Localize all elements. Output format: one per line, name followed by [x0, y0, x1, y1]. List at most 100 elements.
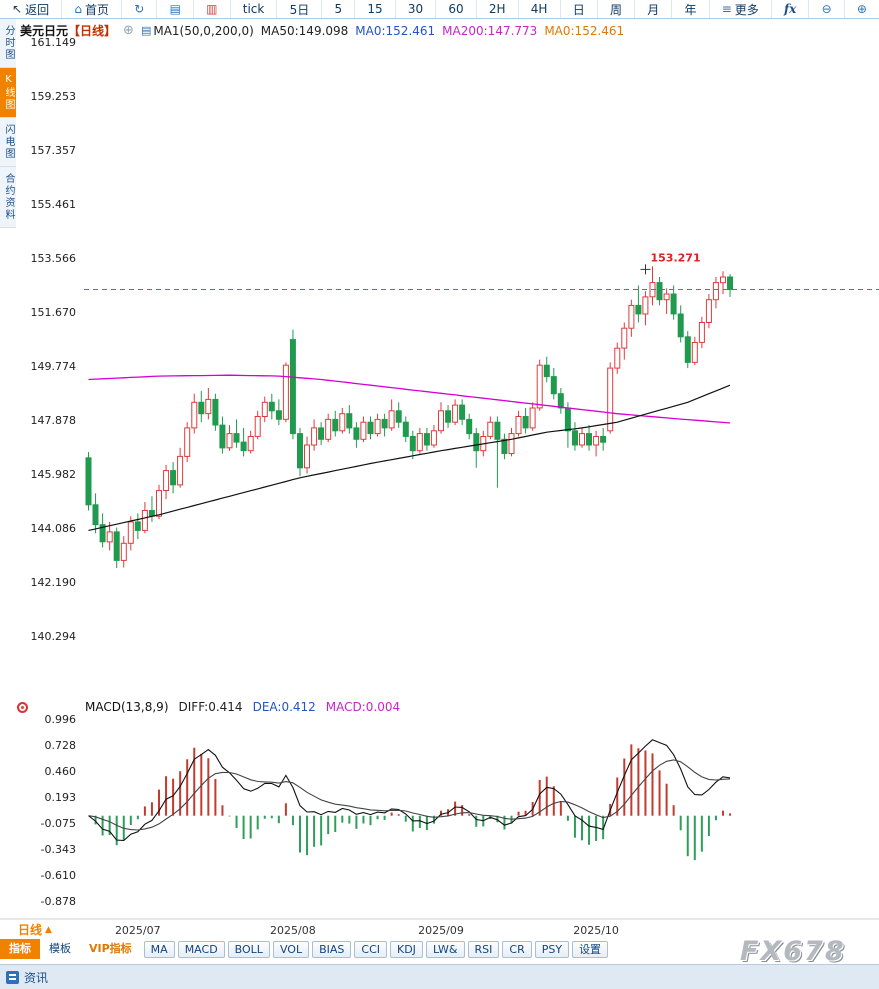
period-4h-button-label: 4H: [530, 2, 548, 16]
sidebar-tab-time-chart[interactable]: 分时图: [0, 19, 16, 68]
tick-button[interactable]: tick: [229, 0, 277, 18]
indicator-toolbar: 指标 模板 VIP指标 MA MACD BOLL VOL BIAS CCI KDJ LW& RSI CR…: [0, 939, 609, 959]
period-5-button[interactable]: 5: [321, 0, 354, 18]
indicator-psy-button[interactable]: PSY: [534, 940, 570, 958]
line-chart-icon: ▤: [169, 2, 181, 16]
indicator-cci-button[interactable]: CCI: [354, 940, 387, 958]
tab-indicators-label: 指标: [9, 942, 31, 955]
add-indicator-icon[interactable]: ⊕: [123, 23, 134, 38]
sidebar-tab-contract-info-label: 合约资料: [3, 173, 14, 221]
ma-settings-label[interactable]: MA1(50,0,200,0): [153, 23, 254, 38]
refresh-icon: ↻: [134, 2, 145, 16]
period-5d-button[interactable]: 5日: [276, 0, 321, 18]
macd-params-label[interactable]: MACD(13,8,9): [85, 700, 169, 714]
high-price-label: 153.271: [651, 251, 701, 264]
indicator-cr-button[interactable]: CR: [502, 940, 532, 958]
indicator-lw-button-label: LW&: [432, 942, 458, 956]
macd-axis-label: -0.610: [41, 869, 76, 882]
back-button[interactable]: ↖ 返回: [0, 0, 61, 18]
x-axis-label: 2025/08: [270, 924, 316, 937]
zoom-in-button[interactable]: ⊕: [843, 0, 879, 18]
home-icon: ⌂: [74, 2, 83, 16]
indicator-rsi-button[interactable]: RSI: [467, 940, 500, 958]
macd-axis-label: -0.878: [41, 895, 76, 908]
period-15-button[interactable]: 15: [354, 0, 395, 18]
indicator-lw-button[interactable]: LW&: [425, 940, 465, 958]
period-year-button[interactable]: 年: [671, 0, 708, 18]
price-axis-label: 151.670: [31, 306, 77, 319]
more-button-label: 更多: [734, 2, 759, 17]
indicator-vol-button[interactable]: VOL: [272, 940, 310, 958]
x-axis-label: 2025/07: [115, 924, 161, 937]
zoom-out-button[interactable]: ⊖: [808, 0, 843, 18]
indicator-boll-button[interactable]: BOLL: [227, 940, 270, 958]
period-15-button-label: 15: [367, 2, 383, 16]
back-button-label: 返回: [25, 2, 50, 17]
indicator-settings-icon[interactable]: [17, 702, 28, 713]
price-axis-label: 142.190: [31, 576, 77, 589]
period-week-button[interactable]: 周: [596, 0, 634, 18]
ma-doc-icon[interactable]: ▤: [140, 24, 152, 37]
macd-diff-value: DIFF:0.414: [178, 700, 243, 714]
price-axis-label: 145.982: [31, 468, 77, 481]
fx678-logo: FX678: [740, 936, 846, 967]
tab-vip-indicators-label: VIP指标: [89, 942, 132, 955]
back-arrow-icon: ↖: [12, 2, 23, 16]
period-dropdown[interactable]: 日线 ▲: [18, 921, 52, 938]
macd-axis-label: 0.728: [45, 739, 77, 752]
x-axis-label: 2025/09: [418, 924, 464, 937]
indicator-cci-button-label: CCI: [361, 942, 380, 956]
settings-button[interactable]: 设置: [572, 940, 609, 958]
home-button[interactable]: ⌂ 首页: [61, 0, 121, 18]
symbol-label: 美元日元: [20, 24, 69, 38]
news-tab[interactable]: 资讯: [24, 970, 49, 985]
chevron-up-icon: ▲: [45, 924, 52, 935]
indicator-kdj-button[interactable]: KDJ: [390, 940, 423, 958]
period-60-button-label: 60: [448, 2, 464, 16]
sidebar-tab-kline-chart[interactable]: K线图: [0, 68, 16, 118]
tab-vip-indicators[interactable]: VIP指标: [80, 939, 141, 959]
period-dropdown-label: 日线: [18, 923, 43, 937]
period-30-button-label: 30: [407, 2, 424, 16]
top-toolbar: ↖ 返回 ⌂ 首页 ↻ ▤ ▥ tick 5日 5 15 30 60 2H 4H 日周月年 ≡ 更多 fx ⊖ ⊕: [0, 0, 879, 19]
period-label: 【日线】: [68, 24, 117, 38]
more-button[interactable]: ≡ 更多: [708, 0, 771, 18]
refresh-button[interactable]: ↻: [121, 0, 156, 18]
candlestick-chart-button[interactable]: ▥: [193, 0, 230, 18]
price-axis-label: 161.149: [31, 38, 77, 49]
line-chart-button[interactable]: ▤: [156, 0, 193, 18]
zoom-in-icon: ⊕: [856, 2, 867, 16]
formula-button[interactable]: fx: [770, 0, 809, 18]
period-60-button[interactable]: 60: [435, 0, 476, 18]
indicator-kdj-button-label: KDJ: [397, 942, 416, 956]
price-chart[interactable]: 161.149 159.253 157.357 155.461 153.566 151.6…: [0, 38, 879, 938]
period-2h-button-label: 2H: [488, 2, 506, 16]
dea-line: [88, 759, 731, 831]
indicator-rsi-button-label: RSI: [474, 942, 493, 956]
sidebar-tab-contract-info[interactable]: 合约资料: [0, 167, 16, 228]
period-30-button[interactable]: 30: [394, 0, 436, 18]
indicator-macd-button[interactable]: MACD: [177, 940, 225, 958]
chart-type-sidebar: 分时图 K线图闪电图合约资料: [0, 19, 16, 228]
period-4h-button[interactable]: 4H: [517, 0, 560, 18]
status-bar: 资讯: [0, 964, 879, 989]
ma200-line: [88, 374, 731, 424]
tab-indicators[interactable]: 指标: [0, 939, 40, 959]
period-day-button[interactable]: 日: [559, 0, 597, 18]
indicator-ma-button[interactable]: MA: [143, 940, 175, 958]
ma0-value-blue: MA0:152.461: [355, 23, 436, 38]
period-5d-button-label: 5日: [289, 2, 310, 17]
period-month-button[interactable]: 月: [634, 0, 671, 18]
tab-templates[interactable]: 模板: [40, 939, 80, 959]
formula-button-label: fx: [784, 2, 797, 16]
indicator-bias-button[interactable]: BIAS: [312, 940, 352, 958]
price-axis-label: 144.086: [31, 522, 77, 535]
tick-button-label: tick: [242, 2, 265, 16]
macd-dea-value: DEA:0.412: [252, 700, 316, 714]
macd-axis-label: 0.996: [45, 713, 77, 726]
sidebar-tab-kline-chart-label: K线图: [3, 74, 14, 111]
price-axis-label: 159.253: [31, 90, 77, 103]
sidebar-tab-lightning-chart[interactable]: 闪电图: [0, 118, 16, 167]
period-2h-button[interactable]: 2H: [475, 0, 518, 18]
candlestick-icon: ▥: [206, 2, 218, 16]
